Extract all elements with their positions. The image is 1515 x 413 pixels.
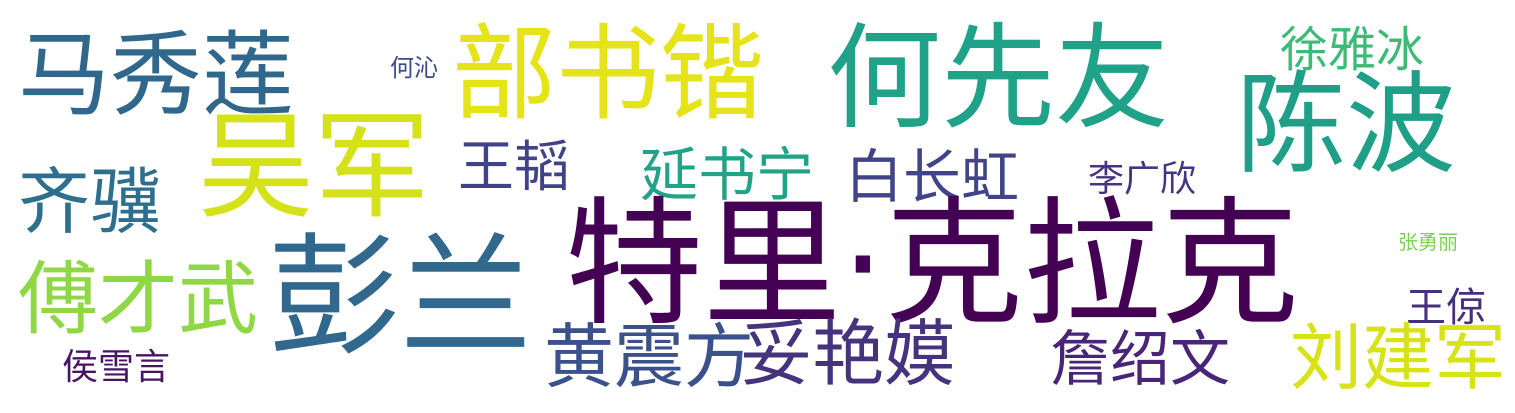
word: 黄震方 <box>544 316 754 398</box>
word: 张勇丽 <box>1398 230 1458 254</box>
word: 齐骥 <box>18 160 163 244</box>
word: 彭兰 <box>268 221 532 375</box>
word: 延书宁 <box>640 141 815 209</box>
word: 王倞 <box>1406 285 1486 331</box>
word: 妥艳嫫 <box>740 312 957 396</box>
word: 侯雪言 <box>62 347 171 388</box>
word: 刘建军 <box>1290 316 1507 400</box>
word: 特里·克拉克 <box>565 184 1299 345</box>
word: 徐雅冰 <box>1280 22 1425 78</box>
word: 吴军 <box>198 100 430 235</box>
word: 白长虹 <box>845 143 1020 211</box>
word: 王韬 <box>458 135 570 200</box>
word: 何沁 <box>390 54 438 82</box>
word: 部书锴 <box>452 13 765 135</box>
word: 詹绍文 <box>1050 325 1230 395</box>
word: 李广欣 <box>1088 159 1197 200</box>
word: 傅才武 <box>18 253 258 346</box>
word: 马秀莲 <box>18 22 295 129</box>
word: 陈波 <box>1236 61 1456 189</box>
word: 何先友 <box>827 12 1170 145</box>
